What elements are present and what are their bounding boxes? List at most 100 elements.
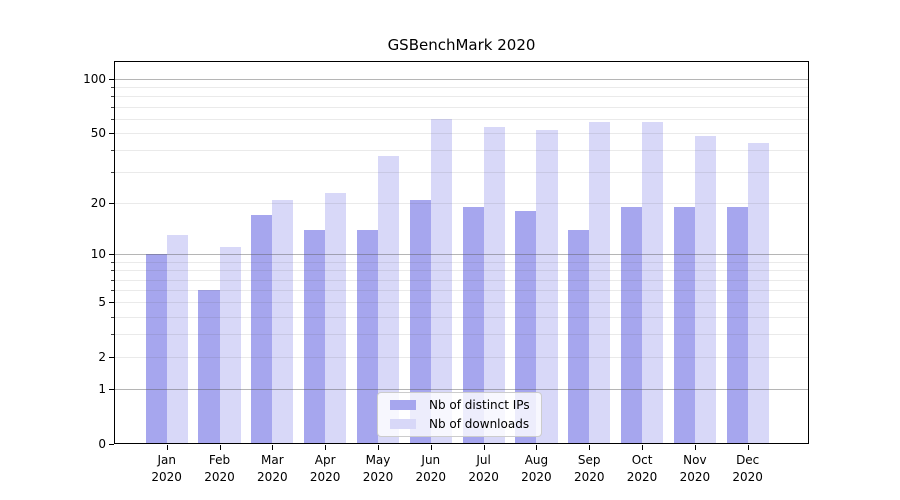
x-tick-oct-2020 bbox=[642, 445, 644, 450]
x-tick-feb-2020 bbox=[219, 445, 221, 450]
x-tick-jun-2020 bbox=[430, 445, 432, 450]
gridline-2 bbox=[114, 357, 809, 358]
y-tick-50 bbox=[109, 133, 114, 135]
x-tick-label-may-2020: May 2020 bbox=[362, 453, 394, 484]
bar-nb-of-distinct-ips-nov-2020 bbox=[673, 207, 695, 444]
bar-nb-of-downloads-jun-2020 bbox=[430, 118, 452, 444]
bar-nb-of-downloads-mar-2020 bbox=[272, 199, 294, 444]
y-minor-tick-80 bbox=[111, 96, 114, 98]
x-tick-apr-2020 bbox=[325, 445, 327, 450]
gridline-7 bbox=[114, 280, 809, 281]
legend-entry-downloads: Nb of downloads bbox=[386, 416, 533, 432]
x-tick-may-2020 bbox=[377, 445, 379, 450]
gridline-60 bbox=[114, 119, 809, 120]
legend-entry-distinct-ips: Nb of distinct IPs bbox=[386, 397, 533, 413]
x-tick-label-nov-2020: Nov 2020 bbox=[679, 453, 711, 484]
bar-nb-of-downloads-jan-2020 bbox=[166, 235, 188, 444]
y-minor-tick-4 bbox=[111, 316, 114, 318]
x-tick-label-jun-2020: Jun 2020 bbox=[415, 453, 447, 484]
bar-nb-of-downloads-may-2020 bbox=[377, 156, 400, 444]
y-tick-label-20: 20 bbox=[90, 196, 106, 211]
gridline-40 bbox=[114, 150, 809, 151]
y-minor-tick-8 bbox=[111, 270, 114, 272]
bar-nb-of-downloads-feb-2020 bbox=[219, 247, 241, 444]
legend-swatch-distinct-ips bbox=[390, 400, 416, 410]
y-tick-label-5: 5 bbox=[98, 295, 106, 310]
gridline-5 bbox=[114, 302, 809, 303]
gridline-9 bbox=[114, 262, 809, 263]
y-tick-label-0: 0 bbox=[98, 437, 106, 451]
bar-nb-of-downloads-nov-2020 bbox=[694, 136, 716, 444]
x-tick-label-jan-2020: Jan 2020 bbox=[151, 453, 182, 484]
y-tick-label-1: 1 bbox=[98, 382, 106, 397]
y-tick-label-10: 10 bbox=[90, 247, 106, 262]
bar-nb-of-distinct-ips-dec-2020 bbox=[726, 207, 748, 444]
bar-nb-of-distinct-ips-jul-2020 bbox=[462, 207, 484, 444]
x-tick-label-feb-2020: Feb 2020 bbox=[204, 453, 235, 484]
y-tick-0 bbox=[109, 444, 114, 445]
x-tick-sep-2020 bbox=[589, 445, 591, 450]
y-minor-tick-60 bbox=[111, 118, 114, 120]
chart-title: GSBenchMark 2020 bbox=[387, 36, 536, 54]
bar-nb-of-distinct-ips-sep-2020 bbox=[568, 229, 590, 444]
gridline-3 bbox=[114, 334, 809, 335]
legend-swatch-downloads bbox=[390, 419, 416, 429]
y-tick-label-50: 50 bbox=[90, 126, 106, 141]
x-tick-label-mar-2020: Mar 2020 bbox=[257, 453, 288, 484]
y-tick-1 bbox=[109, 389, 114, 391]
x-tick-jul-2020 bbox=[483, 445, 485, 450]
y-tick-20 bbox=[109, 203, 114, 205]
x-tick-label-aug-2020: Aug 2020 bbox=[521, 453, 552, 484]
bar-nb-of-distinct-ips-aug-2020 bbox=[515, 211, 537, 444]
x-tick-mar-2020 bbox=[272, 445, 274, 450]
gridline-6 bbox=[114, 290, 809, 291]
y-tick-2 bbox=[109, 357, 114, 359]
x-tick-aug-2020 bbox=[536, 445, 538, 450]
y-minor-tick-6 bbox=[111, 290, 114, 292]
bar-nb-of-downloads-aug-2020 bbox=[536, 129, 558, 444]
gridline-20 bbox=[114, 203, 809, 204]
bar-nb-of-downloads-apr-2020 bbox=[325, 192, 347, 444]
bar-nb-of-downloads-sep-2020 bbox=[589, 121, 611, 444]
gridline-8 bbox=[114, 270, 809, 271]
bar-nb-of-distinct-ips-may-2020 bbox=[356, 229, 378, 444]
y-minor-tick-3 bbox=[111, 334, 114, 336]
bar-nb-of-distinct-ips-mar-2020 bbox=[251, 215, 273, 444]
x-tick-dec-2020 bbox=[747, 445, 749, 450]
bar-nb-of-distinct-ips-oct-2020 bbox=[620, 207, 643, 444]
x-tick-jan-2020 bbox=[166, 445, 168, 450]
x-tick-nov-2020 bbox=[694, 445, 696, 450]
gridline-70 bbox=[114, 107, 809, 108]
y-tick-10 bbox=[109, 254, 114, 256]
x-tick-label-sep-2020: Sep 2020 bbox=[573, 453, 605, 484]
bar-nb-of-distinct-ips-jun-2020 bbox=[409, 199, 431, 444]
plot-area bbox=[114, 61, 809, 444]
x-tick-label-jul-2020: Jul 2020 bbox=[468, 453, 499, 484]
y-tick-100 bbox=[109, 79, 114, 80]
bar-nb-of-downloads-jul-2020 bbox=[483, 127, 505, 444]
legend-label-downloads: Nb of downloads bbox=[429, 417, 530, 431]
gridline-4 bbox=[114, 317, 809, 318]
x-tick-label-dec-2020: Dec 2020 bbox=[732, 453, 763, 484]
y-minor-tick-90 bbox=[111, 87, 114, 89]
y-tick-label-100: 100 bbox=[83, 72, 106, 86]
gridline-30 bbox=[114, 172, 809, 173]
legend: Nb of distinct IPs Nb of downloads bbox=[377, 392, 542, 437]
y-minor-tick-70 bbox=[111, 106, 114, 108]
gridline-10 bbox=[114, 254, 809, 255]
gridline-90 bbox=[114, 87, 809, 88]
bar-nb-of-distinct-ips-jan-2020 bbox=[145, 254, 167, 444]
y-tick-label-2: 2 bbox=[98, 350, 106, 365]
gridline-50 bbox=[114, 133, 809, 134]
y-minor-tick-7 bbox=[111, 279, 114, 281]
bar-nb-of-downloads-oct-2020 bbox=[642, 121, 664, 444]
y-minor-tick-40 bbox=[111, 150, 114, 152]
bar-nb-of-downloads-dec-2020 bbox=[747, 142, 769, 444]
legend-label-distinct-ips: Nb of distinct IPs bbox=[429, 398, 530, 412]
gridline-100 bbox=[114, 79, 809, 80]
bar-nb-of-distinct-ips-apr-2020 bbox=[304, 229, 326, 444]
bar-nb-of-distinct-ips-feb-2020 bbox=[198, 290, 220, 444]
y-minor-tick-30 bbox=[111, 172, 114, 174]
y-tick-5 bbox=[109, 302, 114, 304]
